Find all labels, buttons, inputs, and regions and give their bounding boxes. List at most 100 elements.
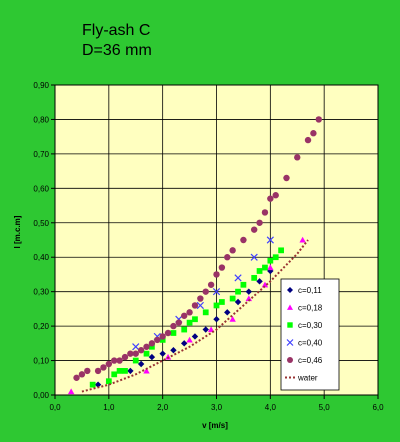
y-tick-label: 0,70 [33, 150, 49, 159]
data-point [278, 247, 284, 254]
data-point [213, 302, 220, 309]
x-axis-label: v [m/s] [202, 421, 228, 430]
series-c=0,11 [94, 267, 274, 388]
data-point [267, 264, 274, 271]
data-point [186, 309, 193, 316]
data-point [224, 254, 231, 261]
data-point [94, 381, 102, 388]
data-point [78, 371, 86, 378]
data-point [299, 236, 306, 243]
data-point [111, 357, 118, 364]
legend-box [280, 278, 340, 391]
legend-swatch [287, 304, 293, 310]
data-point [207, 326, 215, 333]
y-tick-label: 0,80 [33, 115, 49, 124]
data-point [181, 326, 188, 333]
data-point [315, 116, 322, 123]
data-point [181, 340, 188, 347]
legend: c=0,11 c=0,18 c=0,30 c=0,40 c=0,46 water [280, 278, 340, 391]
data-point [143, 367, 150, 374]
x-tick-label: 6,0 [372, 403, 384, 412]
data-point [73, 374, 80, 381]
x-tick-label: 2,0 [157, 403, 169, 412]
data-point [229, 316, 236, 322]
legend-entry: c=0,46 [298, 356, 323, 365]
data-point [67, 388, 75, 395]
data-point [245, 295, 252, 302]
x-tick-label: 1,0 [103, 403, 115, 412]
data-point [272, 192, 279, 199]
data-point [191, 302, 199, 309]
data-point [111, 371, 118, 378]
legend-entry: water [297, 374, 318, 383]
legend-entry: c=0,18 [298, 304, 323, 313]
data-point [191, 333, 199, 340]
y-tick-label: 0,60 [33, 184, 49, 193]
data-point [127, 350, 134, 357]
data-point [100, 364, 107, 371]
data-point [164, 329, 172, 337]
y-axis-label: I [m.c.m] [13, 215, 22, 248]
data-point [240, 236, 247, 244]
data-point [202, 309, 209, 316]
y-tick-label: 0,50 [33, 219, 49, 228]
legend-swatch [287, 287, 293, 293]
data-point [267, 195, 274, 202]
data-point [148, 353, 156, 361]
data-point [116, 357, 123, 364]
data-point [240, 281, 247, 288]
data-point [192, 316, 198, 323]
legend-entry: c=0,11 [298, 286, 322, 295]
data-point [170, 330, 177, 336]
data-point [266, 236, 274, 244]
data-point [218, 264, 226, 271]
data-point [143, 350, 150, 357]
data-point [219, 299, 225, 305]
legend-entry: c=0,40 [298, 339, 323, 348]
data-point [132, 350, 139, 357]
data-point [170, 322, 177, 330]
y-tick-label: 0,90 [33, 81, 49, 90]
data-point [250, 226, 258, 233]
data-point [251, 275, 258, 281]
legend-swatch [287, 357, 293, 363]
data-point [186, 336, 193, 343]
data-point [159, 337, 166, 343]
data-point [256, 268, 263, 274]
legend-swatch [286, 339, 294, 346]
data-point [250, 253, 258, 261]
data-point [137, 347, 145, 354]
data-point [159, 333, 166, 340]
y-tick-label: 0,20 [33, 322, 49, 331]
data-point [234, 298, 242, 306]
data-point [261, 281, 269, 288]
y-tick-label: 0,30 [33, 288, 49, 297]
legend-swatch [287, 322, 293, 328]
data-point [121, 353, 129, 361]
series-c=0,18 [67, 236, 306, 395]
data-point [197, 295, 204, 302]
data-point [84, 367, 91, 375]
x-tick-label: 5,0 [319, 403, 331, 412]
data-point [224, 309, 231, 316]
data-point [283, 174, 290, 182]
data-point [212, 288, 221, 296]
data-point [202, 288, 209, 295]
data-point [261, 209, 269, 216]
data-point [181, 312, 188, 319]
data-point [122, 368, 128, 374]
data-point [105, 360, 113, 368]
data-point [207, 281, 215, 288]
data-point [159, 350, 166, 357]
data-point [196, 301, 204, 310]
water-curve [81, 239, 309, 393]
data-point [294, 154, 301, 161]
series-c=0,30 [89, 247, 284, 388]
data-point [170, 347, 177, 354]
data-point [213, 271, 220, 278]
data-point [229, 247, 236, 254]
chart-title-line-1: Fly-ash C [82, 22, 150, 39]
data-point [202, 326, 209, 333]
series-water [81, 239, 309, 393]
